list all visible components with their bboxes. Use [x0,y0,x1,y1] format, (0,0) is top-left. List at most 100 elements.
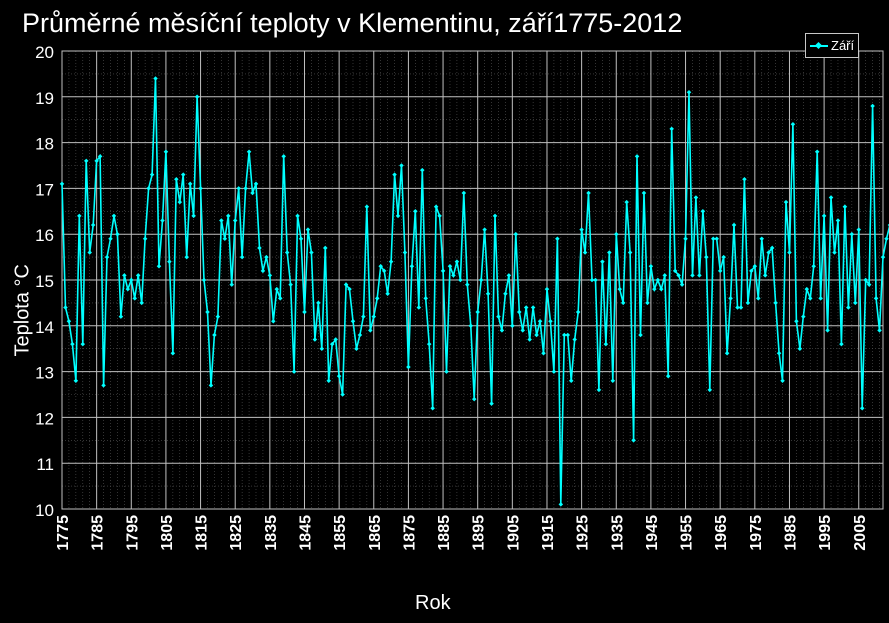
data-point [149,172,155,177]
data-point [236,186,241,191]
data-point [177,199,183,205]
data-point [707,387,713,393]
data-point [139,300,144,306]
data-point [170,351,176,356]
data-point [374,296,380,301]
data-point [825,328,830,333]
data-point [697,273,702,278]
data-point [856,227,862,232]
x-tick-label: 1885 [436,515,453,551]
data-point [350,318,356,324]
x-tick-label: 1945 [644,515,661,551]
data-point [260,268,266,274]
x-tick-label: 1925 [575,515,592,551]
data-point [305,227,311,232]
data-point [430,405,435,411]
data-point [309,250,314,255]
y-tick-label: 18 [35,135,54,154]
data-point [447,263,453,269]
data-point [125,286,131,292]
data-point [783,199,789,205]
data-point [527,337,532,342]
data-point [284,250,290,255]
data-point [111,213,117,219]
data-point [426,341,432,347]
data-point [797,346,803,351]
data-point [790,122,796,127]
data-point [77,213,82,219]
data-point [90,222,96,228]
y-tick-label: 10 [35,501,54,520]
data-point [201,277,207,283]
data-point [742,176,747,182]
y-tick-label: 11 [36,455,54,474]
data-point [253,181,259,187]
data-point [291,369,297,374]
data-point [530,305,536,310]
data-point [534,332,539,338]
data-point [336,373,342,379]
chart-title: Průměrné měsíční teploty v Klementinu, z… [22,8,683,38]
data-point [80,341,86,347]
data-point [669,126,674,132]
x-tick-label: 2005 [852,515,869,551]
data-point [603,341,609,347]
data-point [807,296,813,301]
data-point [562,332,567,338]
series-line-zari [61,78,889,505]
data-point [357,332,363,338]
y-tick-label: 12 [35,409,54,428]
data-point [298,236,304,242]
x-tick-label: 1895 [471,515,488,551]
data-point [229,282,235,287]
data-point [714,236,719,242]
data-point [818,296,823,301]
data-point [489,401,494,406]
data-point [66,318,72,324]
data-point [596,387,602,393]
data-point [756,296,761,301]
data-point [776,351,782,356]
data-point [832,250,837,255]
data-point [762,273,768,278]
data-point [787,250,792,255]
data-point [607,250,612,255]
data-point [620,300,626,306]
data-point [94,158,99,164]
data-point [101,383,106,388]
data-point [575,309,581,315]
y-tick-label: 16 [35,226,54,245]
data-point [693,195,699,200]
data-point [634,154,640,159]
data-point [738,305,744,310]
data-point [828,195,834,200]
point-layer [59,76,889,507]
data-point [752,263,758,269]
data-point [572,337,577,342]
data-point [880,254,886,260]
data-point [295,213,300,219]
data-point [444,369,449,374]
x-axis-label: Rok [415,592,451,614]
data-point [641,190,647,196]
data-point [222,236,228,242]
data-point [475,309,480,315]
data-point [399,163,404,168]
data-point [326,378,332,384]
x-tick-label: 1955 [679,515,696,551]
data-point [232,218,238,223]
data-point [194,94,200,100]
y-tick-label: 14 [35,318,54,337]
data-point [451,273,456,278]
data-point [406,364,411,370]
data-point [156,263,162,269]
x-tick-label: 1855 [332,515,349,551]
data-point [461,190,467,196]
data-point [340,392,345,397]
data-point [264,254,269,260]
data-point [243,186,248,191]
x-tick-label: 1785 [90,515,107,551]
tick-layer: 10 11 12 13 14 15 16 17 18 19 20 1775 1785 1795 1805 18… [35,43,869,551]
x-tick-label: 1935 [609,515,626,551]
data-point [458,277,463,283]
